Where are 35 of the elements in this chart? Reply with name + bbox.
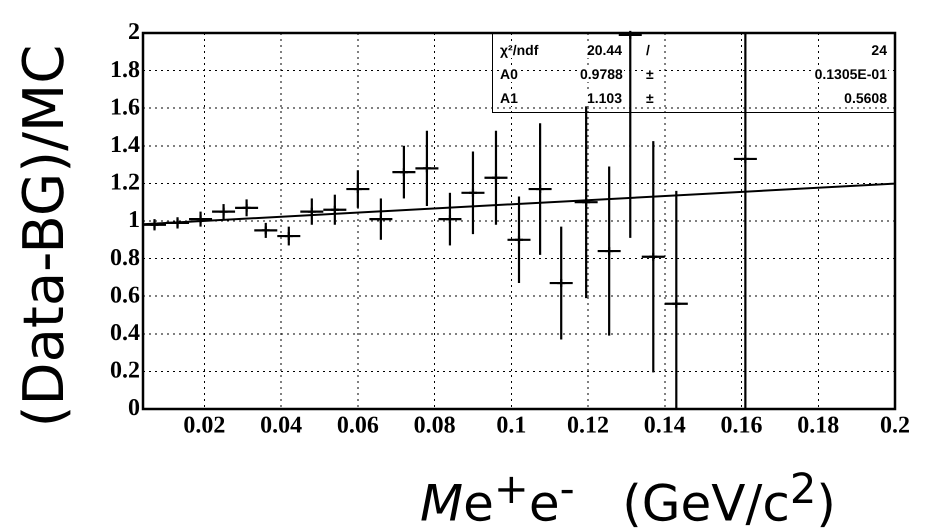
annotation: 0.9788 [579, 66, 624, 82]
annotation: ± [645, 66, 655, 82]
y-tick-label: 2 [128, 19, 140, 46]
y-tick-label: 0.4 [110, 320, 140, 346]
annotation: A0 [499, 66, 519, 82]
x-tick-label: 0.14 [644, 412, 686, 439]
y-tick-label: 1.6 [110, 94, 140, 120]
x-tick-label: 0.2 [880, 412, 910, 439]
y-tick-label: 1 [128, 207, 140, 234]
x-tick-label: 0.04 [260, 412, 302, 439]
annotation: 0.1305E-01 [814, 66, 888, 82]
x-tick-label: 0.06 [336, 412, 379, 439]
y-tick-label: 0.2 [110, 358, 140, 384]
x-tick-label: 0.1 [496, 412, 526, 439]
annotation: A1 [499, 90, 519, 106]
x-tick-label: 0.02 [183, 412, 226, 439]
x-tick-label: 0.08 [414, 412, 456, 439]
y-tick-label: 0.8 [110, 244, 140, 271]
x-tick-label: 0.12 [567, 412, 610, 439]
y-tick-label: 0.6 [110, 282, 140, 308]
y-tick-label: 1.2 [110, 170, 140, 196]
x-tick-label: 0.18 [797, 412, 840, 439]
y-tick-label: 1.8 [110, 56, 140, 83]
annotation: χ²/ndf [499, 42, 540, 58]
annotation: 24 [870, 42, 888, 58]
annotation: 1.103 [586, 90, 623, 106]
annotation: 20.44 [586, 42, 623, 58]
x-axis-title: Me$^{+}$e$^{-}$ (GeV/c$^{2}$) [420, 463, 836, 528]
x-tick-label: 0.16 [720, 412, 763, 439]
annotation: / [645, 42, 651, 58]
annotation: ± [645, 90, 655, 106]
y-axis-title: (Data-BG)/MC [11, 44, 78, 430]
y-tick-label: 1.4 [110, 132, 140, 158]
y-tick-label: 0 [128, 395, 140, 422]
annotation: 0.5608 [843, 90, 888, 106]
